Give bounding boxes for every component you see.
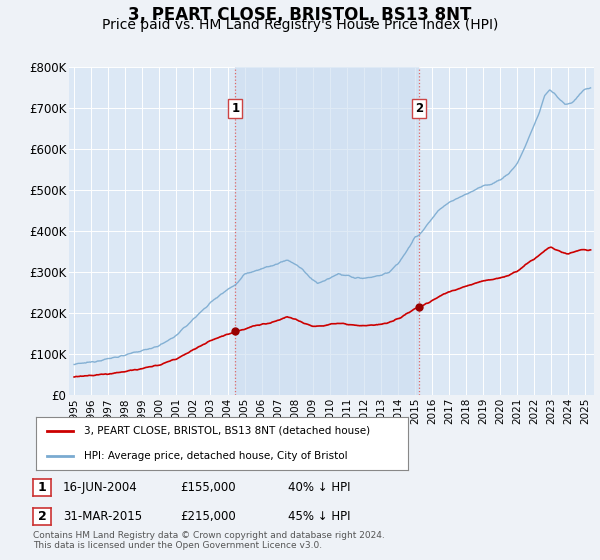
Text: Price paid vs. HM Land Registry's House Price Index (HPI): Price paid vs. HM Land Registry's House … — [102, 18, 498, 32]
Text: 2: 2 — [38, 510, 46, 524]
Text: 31-MAR-2015: 31-MAR-2015 — [63, 510, 142, 523]
Bar — [235, 67, 419, 395]
Text: 2: 2 — [415, 102, 424, 115]
Text: 45% ↓ HPI: 45% ↓ HPI — [288, 510, 350, 523]
Text: 1: 1 — [232, 102, 239, 115]
Text: £215,000: £215,000 — [180, 510, 236, 523]
Text: HPI: Average price, detached house, City of Bristol: HPI: Average price, detached house, City… — [85, 450, 348, 460]
Text: 3, PEART CLOSE, BRISTOL, BS13 8NT: 3, PEART CLOSE, BRISTOL, BS13 8NT — [128, 6, 472, 24]
Text: £155,000: £155,000 — [180, 480, 236, 494]
Text: 1: 1 — [38, 481, 46, 494]
Text: 3, PEART CLOSE, BRISTOL, BS13 8NT (detached house): 3, PEART CLOSE, BRISTOL, BS13 8NT (detac… — [85, 426, 370, 436]
Text: 16-JUN-2004: 16-JUN-2004 — [63, 480, 138, 494]
Text: Contains HM Land Registry data © Crown copyright and database right 2024.
This d: Contains HM Land Registry data © Crown c… — [33, 530, 385, 550]
Text: 40% ↓ HPI: 40% ↓ HPI — [288, 480, 350, 494]
